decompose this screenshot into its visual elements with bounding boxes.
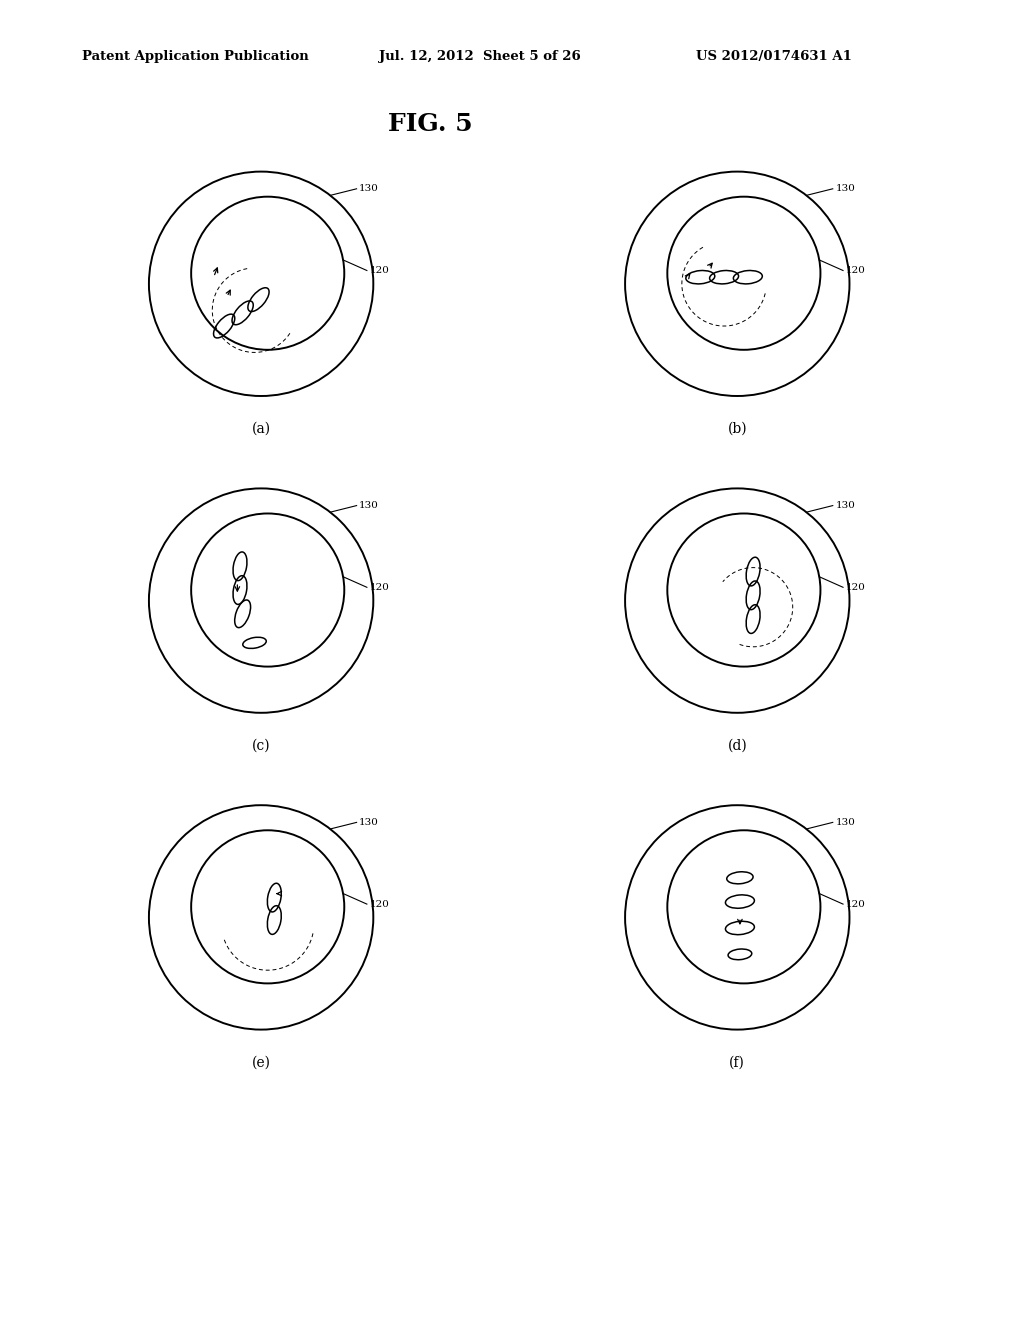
Text: (b): (b) — [727, 422, 748, 436]
Text: 120: 120 — [846, 583, 865, 591]
Text: 120: 120 — [846, 900, 865, 908]
Text: (e): (e) — [252, 1056, 270, 1069]
Text: 120: 120 — [846, 267, 865, 275]
Text: Jul. 12, 2012  Sheet 5 of 26: Jul. 12, 2012 Sheet 5 of 26 — [379, 50, 581, 63]
Text: FIG. 5: FIG. 5 — [388, 112, 472, 136]
Text: US 2012/0174631 A1: US 2012/0174631 A1 — [696, 50, 852, 63]
Text: 130: 130 — [836, 185, 855, 193]
Text: Patent Application Publication: Patent Application Publication — [82, 50, 308, 63]
Text: (a): (a) — [252, 422, 270, 436]
Text: 130: 130 — [359, 185, 379, 193]
Text: 120: 120 — [370, 267, 389, 275]
Text: 120: 120 — [370, 900, 389, 908]
Text: 130: 130 — [836, 818, 855, 826]
Text: 130: 130 — [836, 502, 855, 510]
Text: (d): (d) — [727, 739, 748, 752]
Text: 130: 130 — [359, 818, 379, 826]
Text: 130: 130 — [359, 502, 379, 510]
Text: (f): (f) — [729, 1056, 745, 1069]
Text: 120: 120 — [370, 583, 389, 591]
Text: (c): (c) — [252, 739, 270, 752]
